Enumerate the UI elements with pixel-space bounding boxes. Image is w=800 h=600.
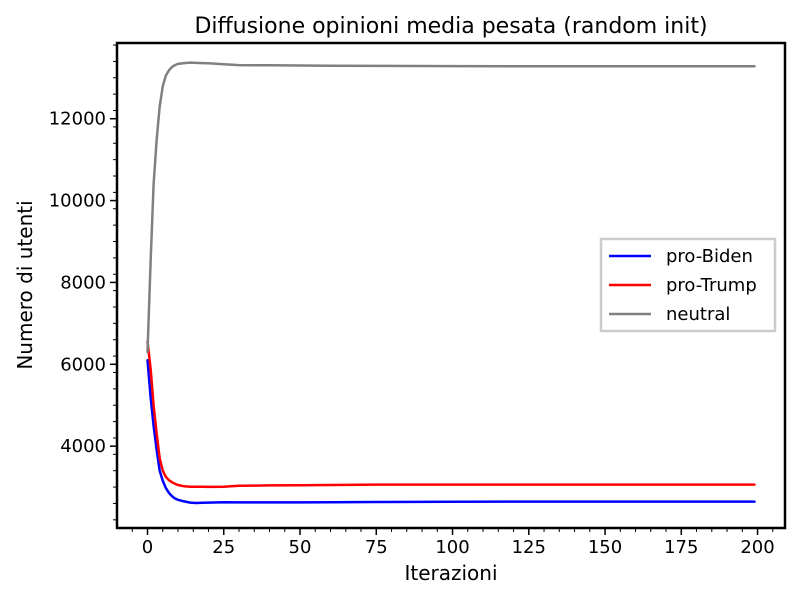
x-axis-label: Iterazioni	[404, 561, 497, 585]
series-line-neutral	[146, 61, 756, 354]
y-tick-label: 10000	[49, 191, 106, 212]
series-line-pro-biden	[146, 358, 756, 505]
series-line-pro-trump	[146, 340, 756, 489]
legend: pro-Biden pro-Trump neutral	[599, 237, 777, 333]
y-tick-label: 12000	[49, 109, 106, 130]
y-tick-label: 6000	[60, 354, 106, 375]
x-tick-label: 125	[512, 537, 546, 558]
chart-title: Diffusione opinioni media pesata (random…	[194, 14, 707, 39]
x-tick-label: 50	[289, 537, 312, 558]
x-tick-label: 150	[588, 537, 622, 558]
y-axis-label: Numero di utenti	[13, 200, 37, 369]
legend-label: pro-Trump	[666, 275, 757, 296]
x-tick-label: 25	[212, 537, 235, 558]
x-tick-label: 175	[664, 537, 698, 558]
series-layer	[146, 61, 756, 505]
x-tick-label: 75	[365, 537, 388, 558]
legend-label: pro-Biden	[666, 246, 753, 267]
x-axis: 0 25 50 75 100 125 150 175 200	[131, 528, 775, 558]
y-tick-label: 4000	[60, 436, 106, 457]
y-axis: 4000 6000 8000 10000 12000	[49, 44, 117, 521]
x-tick-label: 100	[435, 537, 469, 558]
x-tick-label: 200	[740, 537, 774, 558]
legend-label: neutral	[666, 304, 730, 325]
x-tick-label: 0	[142, 537, 153, 558]
y-tick-label: 8000	[60, 272, 106, 293]
plot-frame	[115, 41, 787, 530]
